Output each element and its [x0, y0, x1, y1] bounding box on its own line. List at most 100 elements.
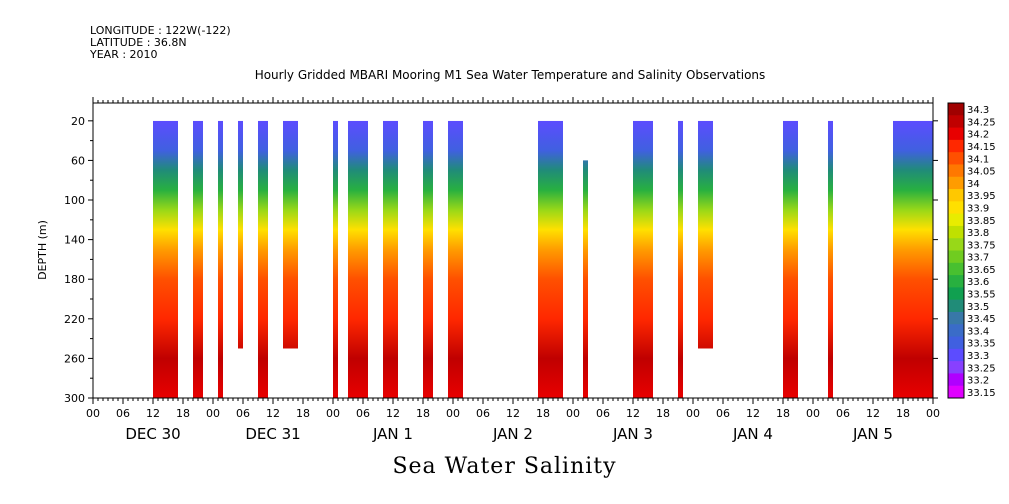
x-day-label: JAN 1 [372, 425, 413, 443]
segment-fill [423, 120, 433, 399]
x-hour-label: 06 [716, 407, 730, 420]
y-tick-label: 260 [64, 352, 85, 365]
colorbar-frame [947, 102, 965, 399]
y-tick-label: 20 [71, 115, 85, 128]
colorbar-swatch [948, 311, 964, 325]
data-segment [633, 120, 653, 399]
data-segment [538, 120, 563, 399]
colorbar-label: 34.15 [967, 142, 996, 153]
segment-fill [828, 120, 833, 399]
data-segment [153, 120, 178, 399]
colorbar-label: 33.15 [967, 388, 996, 399]
x-hour-label: 18 [656, 407, 670, 420]
data-segment [383, 120, 398, 399]
colorbar-swatch [948, 275, 964, 288]
colorbar-label: 34.05 [967, 167, 996, 178]
colorbar-label: 33.95 [967, 191, 996, 202]
colorbar-label: 33.25 [967, 363, 996, 374]
data-segment [783, 120, 798, 399]
x-hour-label: 00 [206, 407, 220, 420]
colorbar-label: 34.1 [967, 154, 989, 165]
colorbar-label: 34.25 [967, 117, 996, 128]
x-hour-label: 12 [146, 407, 160, 420]
segment-fill [348, 120, 368, 399]
colorbar-swatch [948, 115, 964, 129]
colorbar-label: 34.3 [967, 105, 989, 116]
colorbar-label: 33.9 [967, 203, 989, 214]
colorbar-swatch [948, 127, 964, 141]
colorbar-swatch [948, 385, 964, 399]
segment-fill [538, 120, 563, 399]
colorbar-label: 33.5 [967, 302, 989, 313]
data-segment [333, 120, 338, 399]
colorbar-label: 33.75 [967, 240, 996, 251]
colorbar-label: 33.4 [967, 326, 989, 337]
x-hour-label: 06 [596, 407, 610, 420]
x-hour-label: 18 [536, 407, 550, 420]
y-tick-label: 180 [64, 273, 85, 286]
colorbar-swatch [948, 238, 964, 251]
colorbar-swatch [948, 361, 964, 374]
x-hour-label: 06 [476, 407, 490, 420]
y-axis-title: DEPTH (m) [36, 220, 49, 280]
data-segment [583, 160, 588, 398]
year-label: YEAR : 2010 [90, 48, 158, 61]
colorbar-label: 33.65 [967, 265, 996, 276]
colorbar-swatch [948, 189, 964, 202]
y-tick-label: 140 [64, 234, 85, 247]
segment-fill [218, 120, 223, 399]
colorbar-swatch [948, 287, 964, 301]
x-hour-label: 00 [86, 407, 100, 420]
x-hour-label: 12 [506, 407, 520, 420]
colorbar-label: 33.55 [967, 290, 996, 301]
y-tick-label: 100 [64, 194, 85, 207]
data-segment [678, 120, 683, 399]
colorbar-swatch [948, 139, 964, 153]
segment-fill [383, 120, 398, 399]
latitude-label: LATITUDE : 36.8N [90, 36, 187, 49]
colorbar-swatch [948, 201, 964, 215]
colorbar-label: 34.2 [967, 130, 989, 141]
colorbar-swatch [948, 348, 964, 362]
plot-area [153, 120, 933, 399]
colorbar-label: 33.7 [967, 253, 989, 264]
x-hour-label: 18 [896, 407, 910, 420]
colorbar-label: 33.8 [967, 228, 989, 239]
x-day-label: JAN 4 [732, 425, 773, 443]
colorbar-swatch [948, 262, 964, 276]
x-hour-label: 12 [866, 407, 880, 420]
data-segment [828, 120, 833, 399]
colorbar-label: 33.6 [967, 277, 989, 288]
x-hour-label: 06 [836, 407, 850, 420]
y-tick-label: 220 [64, 313, 85, 326]
x-hour-label: 12 [386, 407, 400, 420]
x-hour-label: 00 [926, 407, 940, 420]
colorbar-label: 33.85 [967, 216, 996, 227]
data-segment [238, 120, 243, 349]
data-segment [258, 120, 268, 399]
x-hour-label: 12 [626, 407, 640, 420]
colorbar-label: 33.3 [967, 351, 989, 362]
segment-fill [678, 120, 683, 399]
x-day-label: JAN 3 [612, 425, 653, 443]
x-hour-label: 12 [266, 407, 280, 420]
colorbar-swatch [948, 225, 964, 239]
colorbar-swatch [948, 213, 964, 227]
data-segment [423, 120, 433, 399]
mooring-metadata: LONGITUDE : 122W(-122) LATITUDE : 36.8N … [90, 25, 231, 61]
x-day-label: DEC 30 [125, 425, 180, 443]
x-hour-label: 00 [686, 407, 700, 420]
x-hour-label: 00 [326, 407, 340, 420]
x-day-label: JAN 2 [492, 425, 533, 443]
colorbar-swatch [948, 250, 964, 264]
colorbar-swatch [948, 152, 964, 165]
colorbar-swatch [948, 299, 964, 313]
colorbar-swatch [948, 164, 964, 178]
colorbar-swatch [948, 324, 964, 338]
x-hour-label: 18 [176, 407, 190, 420]
x-hour-label: 12 [746, 407, 760, 420]
chart-title: Hourly Gridded MBARI Mooring M1 Sea Wate… [254, 68, 766, 82]
x-hour-label: 06 [236, 407, 250, 420]
